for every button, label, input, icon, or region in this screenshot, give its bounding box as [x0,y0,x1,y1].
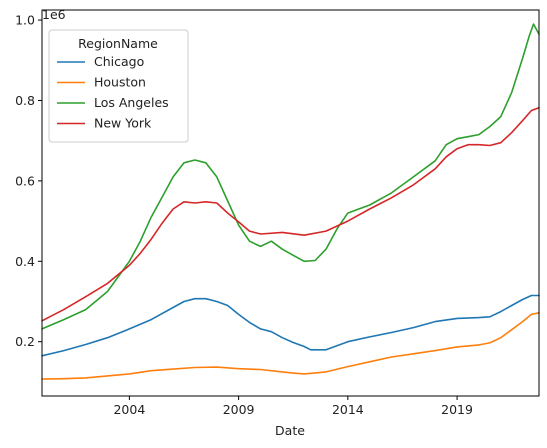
x-tick-label: 2014 [332,402,364,417]
series-lines [41,23,540,380]
legend-label-houston: Houston [94,75,146,90]
y-tick-label: 0.6 [15,173,35,188]
x-tick-label: 2004 [113,402,145,417]
x-axis-ticks: 2004 2009 2014 2019 [113,396,473,417]
x-tick-label: 2009 [223,402,255,417]
series-line-houston [41,312,540,380]
plot-frame [41,9,540,397]
y-tick-label: 1.0 [15,13,35,28]
legend-items: Chicago Houston Los Angeles New York [57,54,169,131]
x-tick-label: 2019 [441,402,473,417]
legend: RegionName Chicago Houston Los Angeles New … [48,29,189,143]
y-tick-label: 0.2 [15,334,35,349]
legend-title: RegionName [78,36,158,51]
x-axis-label: Date [275,423,305,438]
legend-label-los-angeles: Los Angeles [94,95,169,110]
legend-box [48,29,189,143]
y-axis-ticks: 0.2 0.4 0.6 0.8 1.0 [15,13,42,349]
legend-label-chicago: Chicago [94,54,144,69]
y-tick-label: 0.4 [15,254,35,269]
series-line-los-angeles [41,23,540,330]
series-line-new-york [41,106,540,322]
y-tick-label: 0.8 [15,93,35,108]
series-line-chicago [41,294,540,357]
legend-label-new-york: New York [94,116,152,131]
y-offset-label: 1e6 [42,7,66,22]
